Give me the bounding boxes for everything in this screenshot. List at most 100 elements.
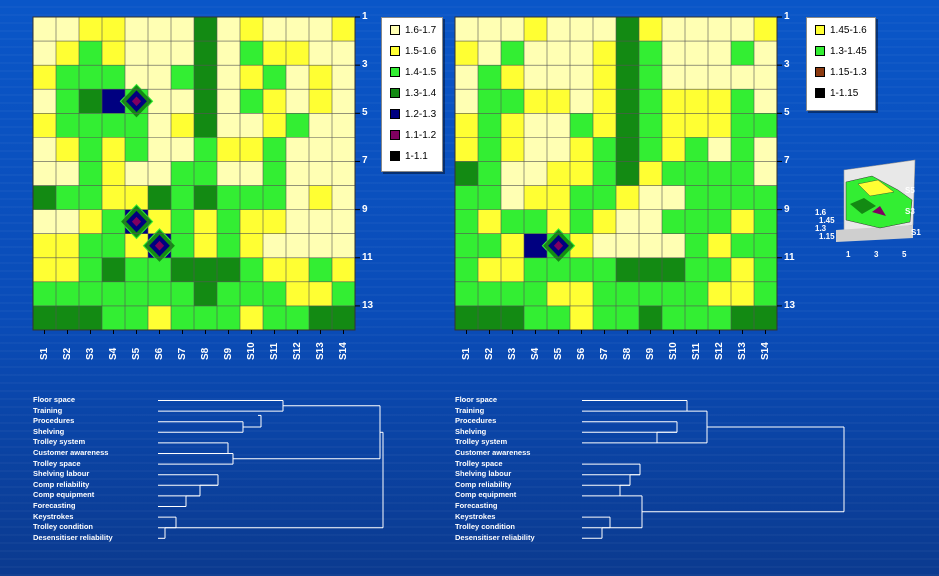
heatmap-cell — [662, 185, 686, 211]
heatmap-cell — [662, 233, 686, 259]
heatmap-cell — [547, 41, 571, 66]
heatmap-cell — [478, 65, 502, 90]
heatmap-cell — [148, 257, 172, 283]
heatmap-cell — [286, 113, 310, 138]
legend-item: 1.5-1.6 — [390, 44, 436, 58]
heatmap-cell — [639, 113, 663, 138]
dendrogram-label: Training — [455, 405, 485, 415]
legend-item: 1-1.15 — [815, 86, 858, 100]
dendrogram-label: Shelving labour — [455, 469, 512, 479]
heatmap-cell — [56, 137, 80, 162]
heatmap-cell — [171, 41, 195, 66]
legend-swatch — [390, 46, 400, 56]
heatmap-cell — [685, 185, 709, 211]
heatmap-cell — [524, 161, 548, 187]
heatmap-cell — [708, 233, 732, 259]
heatmap-cell — [570, 17, 594, 42]
x-tick-label: S6 — [575, 347, 587, 360]
heatmap-cell — [125, 185, 149, 211]
x-tick-label: S11 — [690, 342, 702, 360]
heatmap-cell — [286, 305, 310, 331]
legend-label: 1.45-1.6 — [830, 24, 867, 36]
inset-floor — [836, 225, 913, 242]
contour-diamond — [131, 216, 142, 227]
heatmap-cell — [33, 233, 57, 259]
heatmap-cell — [56, 233, 80, 259]
heatmap-cell — [593, 17, 617, 42]
heatmap-cell — [309, 17, 333, 42]
legend-label: 1.15-1.3 — [830, 66, 867, 78]
x-tick-label: S2 — [61, 347, 73, 360]
heatmap-cell — [217, 113, 241, 138]
heatmap-cell — [102, 161, 126, 187]
heatmap-cell — [593, 257, 617, 283]
heatmap-cell — [501, 65, 525, 90]
heatmap-cell — [148, 137, 172, 162]
heatmap-cell — [478, 137, 502, 162]
heatmap-cell — [217, 89, 241, 114]
heatmap-cell — [217, 185, 241, 211]
legend-item: 1.15-1.3 — [815, 65, 867, 79]
heatmap-cell — [708, 257, 732, 283]
inset-surface-dark — [850, 198, 876, 214]
heatmap-cell — [593, 305, 617, 331]
heatmap-cell — [148, 209, 172, 235]
x-tick-label: S12 — [291, 342, 303, 360]
heatmap-cell — [33, 257, 57, 283]
heatmap-cell — [286, 281, 310, 307]
heatmap-cell — [194, 17, 218, 42]
dendrogram-label: Trolley condition — [455, 522, 516, 532]
heatmap-cell — [455, 209, 479, 235]
dendrogram-label: Shelving — [33, 426, 65, 436]
heatmap-cell — [56, 65, 80, 90]
heatmap-cell — [570, 257, 594, 283]
heatmap-cell — [547, 281, 571, 307]
heatmap-cell — [478, 185, 502, 211]
heatmap-cell — [616, 113, 640, 138]
heatmap-cell — [501, 257, 525, 283]
legend-swatch — [390, 130, 400, 140]
heatmap-cell — [125, 113, 149, 138]
heatmap-cell — [79, 161, 103, 187]
heatmap-cell — [79, 65, 103, 90]
heatmap-cell — [455, 161, 479, 187]
heatmap-cell — [731, 161, 755, 187]
x-tick-label: S8 — [199, 347, 211, 360]
heatmap-cell — [478, 209, 502, 235]
heatmap-cell — [286, 89, 310, 114]
heatmap-cell — [263, 305, 287, 331]
heatmap-cell — [286, 137, 310, 162]
heatmap-cell — [194, 41, 218, 66]
dendrogram-label: Trolley system — [455, 437, 508, 447]
legend-item: 1.3-1.4 — [390, 86, 436, 100]
heatmap-cell — [501, 233, 525, 259]
heatmap-cell — [478, 113, 502, 138]
legend-label: 1.4-1.5 — [405, 66, 437, 78]
heatmap-cell — [731, 89, 755, 114]
heatmap-cell — [593, 65, 617, 90]
legend-label: 1.1-1.2 — [405, 129, 437, 141]
heatmap-border — [32, 16, 356, 331]
heatmap-cell — [79, 41, 103, 66]
heatmap-cell — [616, 89, 640, 114]
x-tick-label: S12 — [713, 342, 725, 360]
x-tick-label: S4 — [107, 347, 119, 360]
contour-diamond — [131, 96, 142, 107]
heatmap-cell — [662, 137, 686, 162]
heatmap-cell — [501, 305, 525, 331]
heatmap-cell — [33, 185, 57, 211]
inset-x-label: 3 — [874, 250, 879, 259]
heatmap-cell — [240, 281, 264, 307]
heatmap-cell — [639, 17, 663, 42]
heatmap-cell — [240, 257, 264, 283]
heatmap-cell — [240, 113, 264, 138]
heatmap-cell — [478, 161, 502, 187]
heatmap-cell — [240, 65, 264, 90]
x-tick-label: S4 — [529, 347, 541, 360]
heatmap-cell — [125, 41, 149, 66]
heatmap-cell — [33, 305, 57, 331]
heatmap-cell — [570, 113, 594, 138]
x-tick-label: S9 — [644, 347, 656, 360]
heatmap-cell — [194, 305, 218, 331]
heatmap-cell — [547, 209, 571, 235]
